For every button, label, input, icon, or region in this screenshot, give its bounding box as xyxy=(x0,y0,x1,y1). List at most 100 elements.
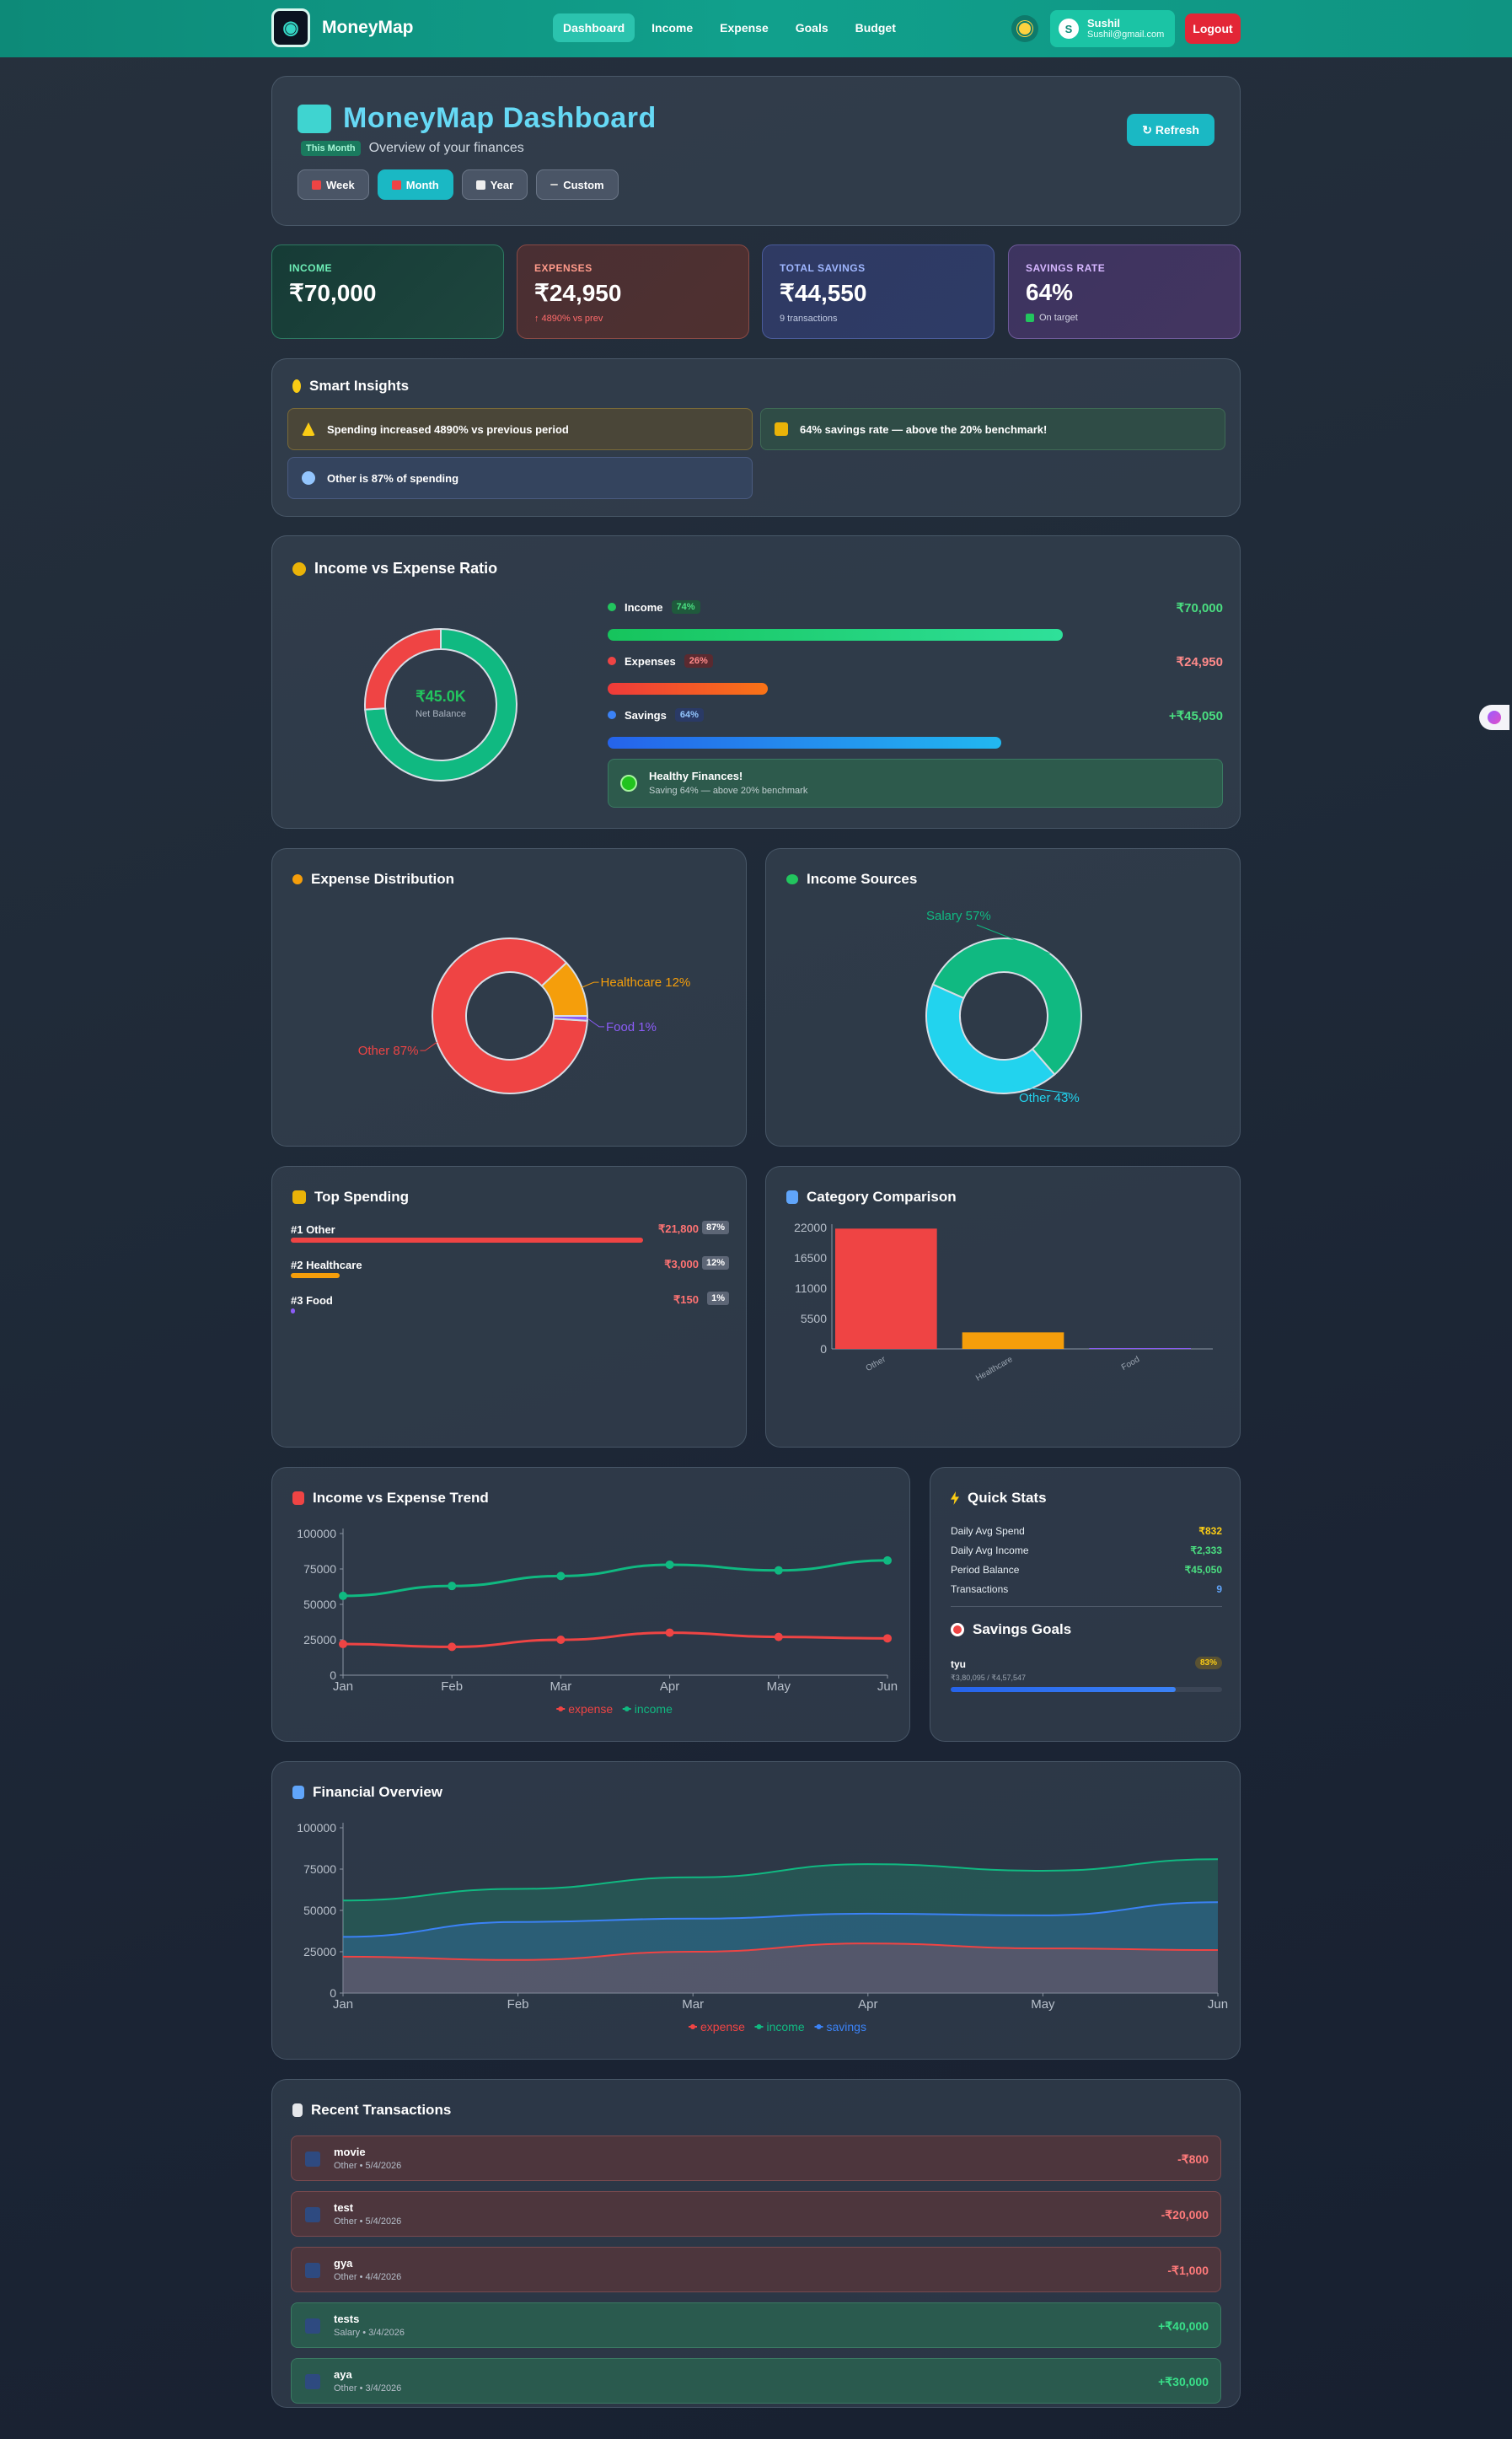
data-point-expense xyxy=(883,1634,892,1643)
x-tick-label: Jan xyxy=(333,1679,353,1694)
brand-name: MoneyMap xyxy=(322,18,414,37)
stat-card-expenses: EXPENSES ₹24,950 ↑ 4890% vs prev xyxy=(517,244,749,339)
quick-stat-label: Transactions xyxy=(951,1583,1009,1595)
transaction-row[interactable]: tests Salary • 3/4/2026 +₹40,000 xyxy=(291,2302,1221,2348)
pie-icon xyxy=(292,874,303,884)
spending-amount: ₹3,000 xyxy=(664,1258,699,1271)
stat-sub: ↑ 4890% vs prev xyxy=(534,314,603,324)
x-tick-label: Jun xyxy=(1208,1997,1228,2012)
quick-stat-value: 9 xyxy=(1216,1583,1222,1595)
period-month-button[interactable]: Month xyxy=(377,169,453,200)
quick-stat-value: ₹832 xyxy=(1198,1525,1222,1537)
stat-card-savings: TOTAL SAVINGS ₹44,550 9 transactions xyxy=(762,244,995,339)
assistant-button[interactable] xyxy=(1479,705,1509,730)
nav-link-budget[interactable]: Budget xyxy=(855,21,896,35)
top-spending-item: #1 Other ₹21,800 87% xyxy=(291,1221,729,1243)
transaction-amount: -₹20,000 xyxy=(1161,2208,1209,2221)
trend-line-chart: 0 25000 50000 75000 100000 Jan Feb Mar Apr May Jun… xyxy=(297,1527,898,1716)
top-spending-card: Top Spending #1 Other ₹21,800 87% #2 Hea… xyxy=(271,1166,747,1448)
receipt-icon xyxy=(305,2263,320,2278)
card-title: Recent Transactions xyxy=(311,2102,452,2118)
expense-distribution-card: Expense Distribution Other 87% Healthcare… xyxy=(271,848,747,1147)
insight-text: 64% savings rate — above the 20% benchma… xyxy=(800,422,1048,436)
stat-label: EXPENSES xyxy=(534,262,592,274)
spending-name: #3 Food xyxy=(291,1294,333,1307)
theme-toggle-button[interactable] xyxy=(1011,15,1038,42)
x-tick-label: Mar xyxy=(550,1679,571,1694)
trend-chart-icon xyxy=(292,1491,304,1505)
spending-bar xyxy=(291,1238,643,1243)
savings-goal-item[interactable]: tyu 83% ₹3,80,095 / ₹4,57,547 xyxy=(951,1657,1222,1692)
ratio-card: Income vs Expense Ratio ₹45.0K Net Balan… xyxy=(271,535,1241,829)
smart-insights-card: Smart Insights Spending increased 4890% … xyxy=(271,358,1241,517)
expense-donut-chart: Other 87% Healthcare 12% Food 1% xyxy=(358,937,690,1094)
quick-stat-value: ₹45,050 xyxy=(1184,1564,1222,1576)
check-icon xyxy=(1026,314,1034,322)
y-tick-label: 0 xyxy=(330,1668,336,1682)
transaction-meta: Other • 5/4/2026 xyxy=(334,2216,402,2227)
recent-transactions-card: Recent Transactions movie Other • 5/4/202… xyxy=(271,2079,1241,2408)
nav-link-dashboard[interactable]: Dashboard xyxy=(553,13,635,42)
stat-sub: On target xyxy=(1039,313,1078,323)
period-selector: Week Month Year Custom xyxy=(298,169,619,200)
donut-slice-other xyxy=(432,937,588,1094)
heart-icon xyxy=(786,874,798,884)
nav-link-expense[interactable]: Expense xyxy=(720,21,769,35)
card-title: Expense Distribution xyxy=(311,871,455,887)
period-custom-button[interactable]: Custom xyxy=(536,169,619,200)
insight-text: Other is 87% of spending xyxy=(327,471,459,485)
brand[interactable]: ◉ MoneyMap xyxy=(271,8,414,47)
category-comparison-card: Category Comparison 0 5500 11000 16500 22000… xyxy=(765,1166,1241,1448)
status-circle-icon xyxy=(620,775,637,792)
period-year-label: Year xyxy=(490,178,514,191)
period-year-button[interactable]: Year xyxy=(461,169,528,200)
navbar: ◉ MoneyMap Dashboard Income Expense Goal… xyxy=(0,0,1512,57)
health-banner: Healthy Finances! Saving 64% — above 20% … xyxy=(608,759,1223,808)
card-title: Income vs Expense Trend xyxy=(313,1490,489,1506)
lightbulb-icon xyxy=(292,379,301,393)
assistant-icon xyxy=(1488,711,1501,724)
insight-item: Spending increased 4890% vs previous per… xyxy=(287,408,753,450)
transaction-row[interactable]: aya Other • 3/4/2026 +₹30,000 xyxy=(291,2358,1221,2404)
x-tick-label: Feb xyxy=(507,1997,529,2012)
y-tick-label: 100000 xyxy=(297,1821,336,1835)
card-title: Quick Stats xyxy=(968,1490,1047,1506)
chart-icon xyxy=(475,180,485,190)
transaction-row[interactable]: gya Other • 4/4/2026 -₹1,000 xyxy=(291,2247,1221,2292)
period-week-button[interactable]: Week xyxy=(298,169,369,200)
slice-label: Salary 57% xyxy=(926,909,991,923)
financial-overview-card: Financial Overview 0 25000 50000 75000 10000… xyxy=(271,1761,1241,2060)
top-spending-item: #2 Healthcare ₹3,000 12% xyxy=(291,1256,729,1278)
y-tick-label: 50000 xyxy=(303,1598,336,1611)
page-title: MoneyMap Dashboard xyxy=(343,102,657,134)
quick-stat-row: Period Balance ₹45,050 xyxy=(951,1564,1222,1576)
refresh-button[interactable]: ↻ Refresh xyxy=(1127,114,1214,146)
insight-item: Other is 87% of spending xyxy=(287,457,753,499)
stat-sub: 9 transactions xyxy=(780,314,838,324)
donut-slice-salary xyxy=(931,937,1082,1076)
stat-label: INCOME xyxy=(289,262,332,274)
card-title: Income vs Expense Ratio xyxy=(314,560,498,577)
slice-leader-line xyxy=(976,924,1050,954)
transaction-row[interactable]: test Other • 5/4/2026 -₹20,000 xyxy=(291,2191,1221,2237)
divider xyxy=(951,1606,1222,1607)
user-menu[interactable]: S Sushil Sushil@gmail.com xyxy=(1050,10,1175,47)
x-tick-label: Healthcare xyxy=(974,1355,1015,1383)
x-tick-label: Apr xyxy=(858,1997,877,2012)
spending-pct: 1% xyxy=(707,1292,729,1305)
data-point-income xyxy=(665,1560,674,1569)
legend-label: income xyxy=(767,2020,805,2033)
series-line-income xyxy=(342,1858,1219,1902)
area-expense xyxy=(343,1943,1218,1993)
transaction-row[interactable]: movie Other • 5/4/2026 -₹800 xyxy=(291,2135,1221,2181)
logout-button[interactable]: Logout xyxy=(1185,13,1241,44)
nav-link-income[interactable]: Income xyxy=(651,21,694,35)
spending-pct: 12% xyxy=(701,1256,729,1270)
y-tick-label: 22000 xyxy=(794,1221,827,1234)
magnifier-icon xyxy=(302,471,315,485)
nav-links: Dashboard Income Expense Goals Budget xyxy=(553,13,906,42)
user-name: Sushil xyxy=(1087,16,1121,30)
sun-icon xyxy=(1019,23,1031,35)
nav-link-goals[interactable]: Goals xyxy=(795,21,828,35)
period-month-label: Month xyxy=(405,178,439,191)
